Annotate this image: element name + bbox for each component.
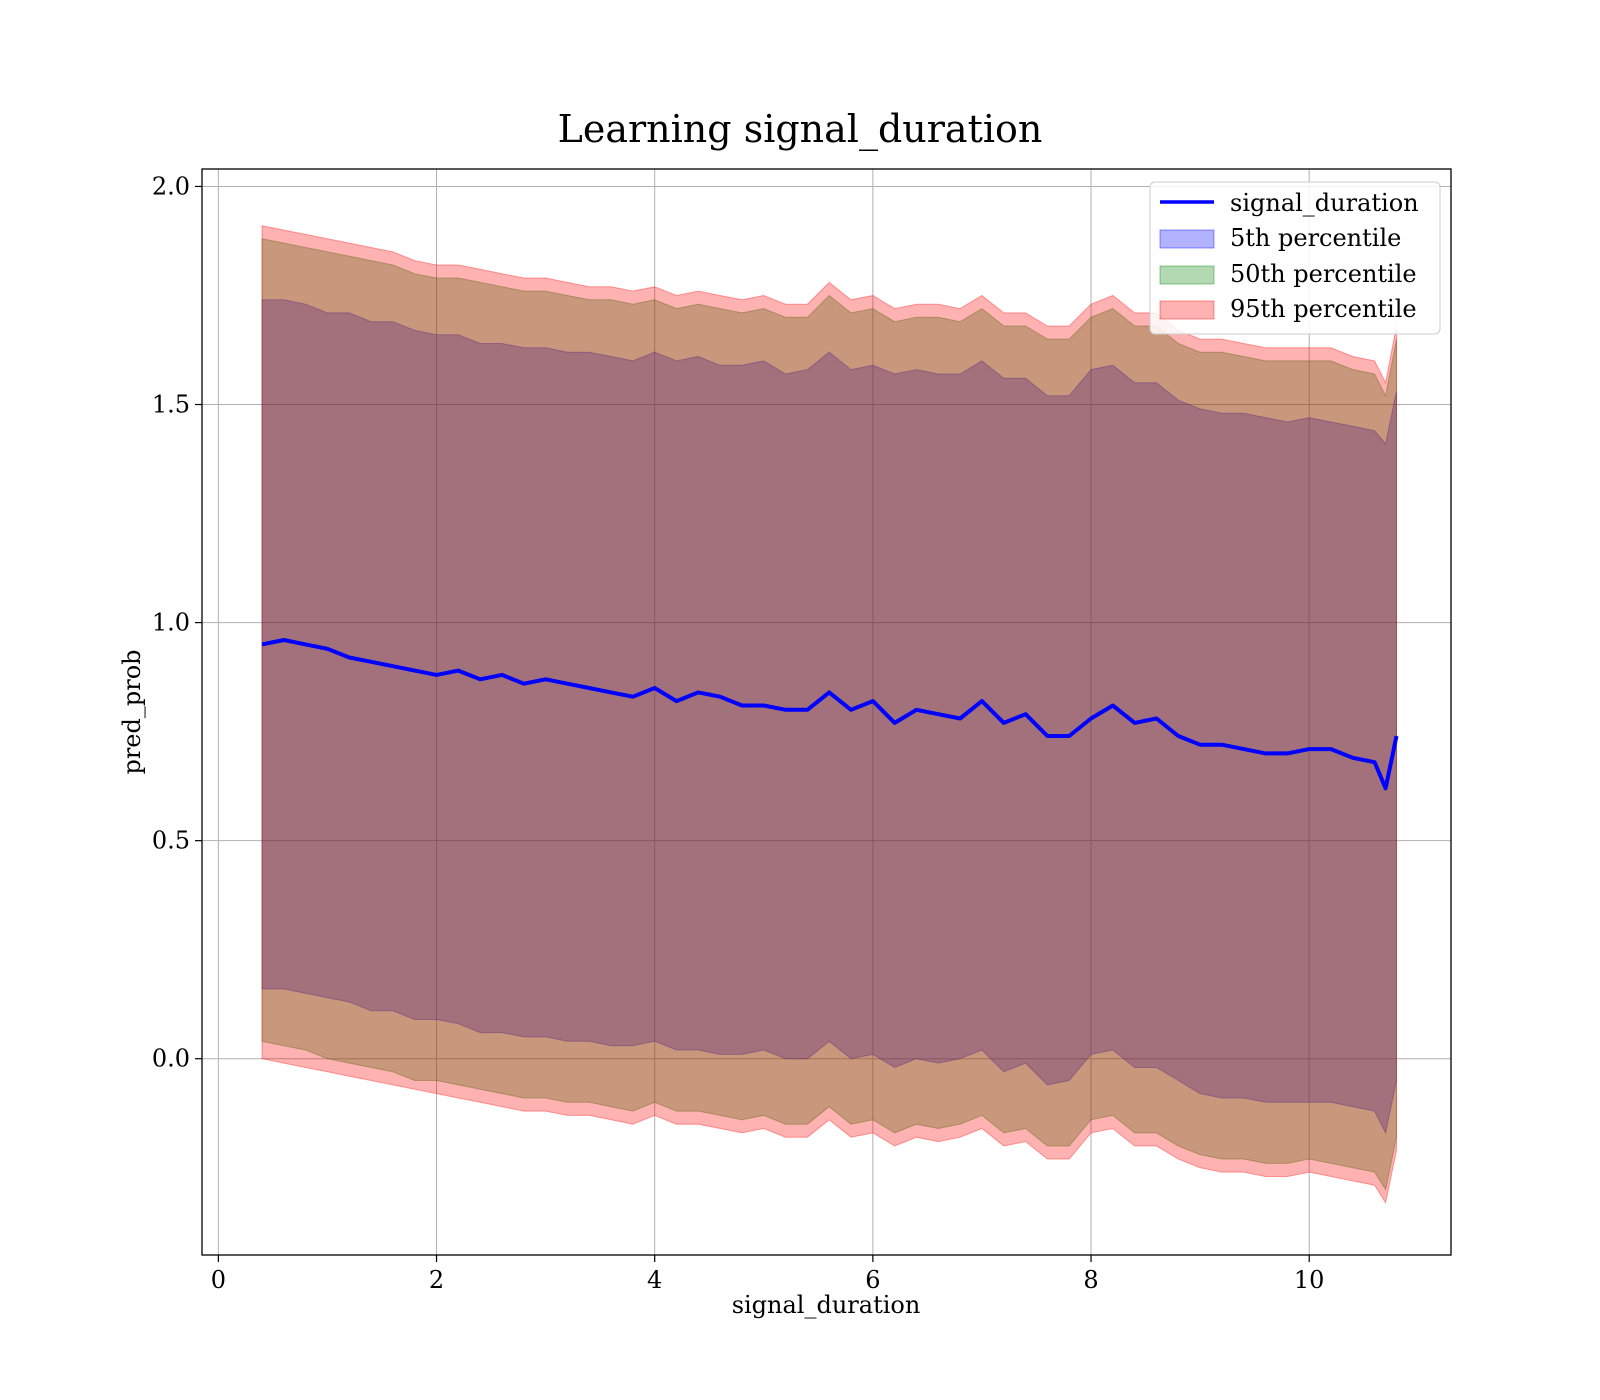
y-tick-label: 1.0	[152, 609, 190, 637]
legend: signal_duration 5th percentile 50th perc…	[1149, 181, 1441, 335]
x-tick-label: 6	[865, 1266, 880, 1294]
series-lines	[261, 638, 1399, 791]
percentile-bands	[261, 225, 1397, 1205]
x-tick-label: 8	[1083, 1266, 1098, 1294]
grid	[202, 169, 1451, 1255]
y-tick-label: 2.0	[152, 172, 190, 200]
y-tick-label: 0.0	[152, 1045, 190, 1073]
y-axis-label: pred_prob	[118, 649, 146, 774]
chart-title: Learning signal_duration	[558, 107, 1043, 152]
y-tick-label: 1.5	[152, 391, 190, 419]
y-tick-label: 0.5	[152, 827, 190, 855]
line-signal-duration	[261, 638, 1399, 791]
band-95th-percentile	[261, 225, 1397, 1205]
legend-label-50th: 50th percentile	[1230, 260, 1417, 288]
band-5th-percentile	[261, 299, 1397, 1135]
legend-box	[1149, 181, 1441, 335]
x-tick-label: 10	[1294, 1266, 1325, 1294]
legend-label-5th: 5th percentile	[1230, 224, 1401, 252]
plot-frame	[201, 168, 1452, 1256]
x-tick-label: 4	[647, 1266, 662, 1294]
legend-patch-50th	[1159, 265, 1215, 285]
legend-label-signal-duration: signal_duration	[1230, 189, 1419, 217]
axis-ticks: 0 2 4 6 8 10 0.0 0.5 1.0 1.5 2.0	[152, 172, 1325, 1294]
x-tick-label: 0	[211, 1266, 226, 1294]
band-50th-percentile	[261, 238, 1397, 1191]
x-tick-label: 2	[429, 1266, 444, 1294]
x-axis-label: signal_duration	[732, 1291, 921, 1319]
legend-patch-95th	[1159, 300, 1215, 320]
legend-patch-5th	[1159, 229, 1215, 249]
legend-label-95th: 95th percentile	[1230, 295, 1417, 323]
